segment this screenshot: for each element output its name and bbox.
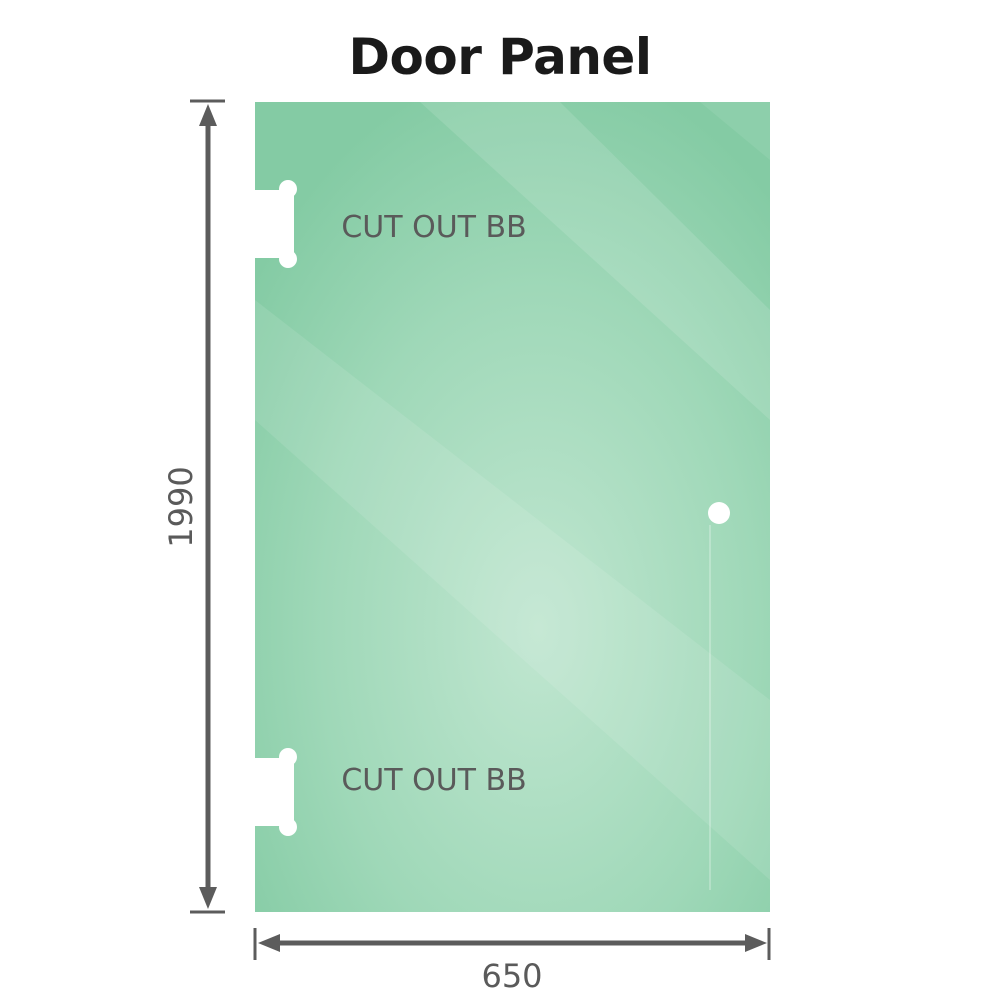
glass-panel (255, 102, 770, 912)
arrow-down-icon (199, 887, 217, 909)
height-dimension (190, 99, 225, 914)
width-dimension (253, 928, 771, 960)
arrow-up-icon (199, 104, 217, 126)
arrow-right-icon (745, 934, 767, 952)
cutout-bottom (250, 748, 297, 836)
diagram-title: Door Panel (348, 28, 652, 86)
reflection-streak (255, 300, 770, 880)
cutout-bottom-label: CUT OUT BB (341, 763, 526, 798)
cutout-top (250, 180, 297, 268)
height-label: 1990 (162, 466, 200, 547)
arrow-left-icon (258, 934, 280, 952)
handle-hole (708, 502, 730, 524)
reflection-streak (700, 102, 770, 160)
cutout-top-label: CUT OUT BB (341, 210, 526, 245)
reflection-streak (420, 102, 770, 420)
width-label: 650 (481, 957, 542, 995)
